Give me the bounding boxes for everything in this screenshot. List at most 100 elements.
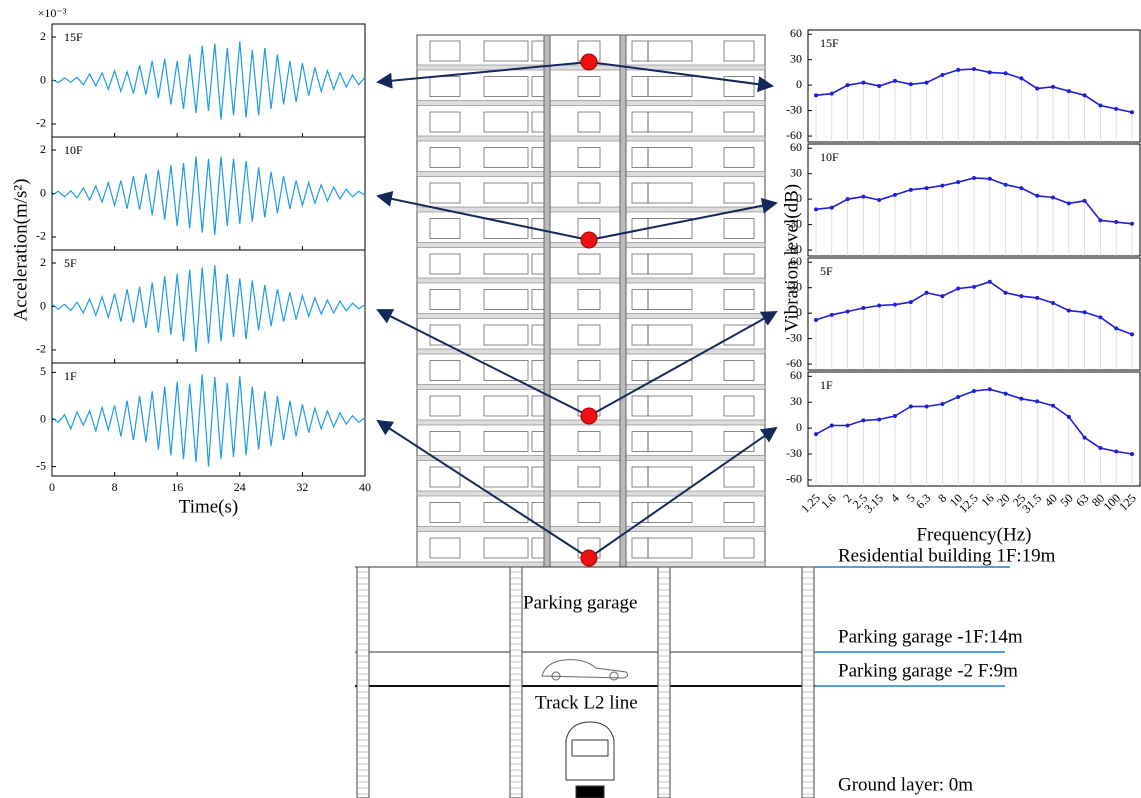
- waveform: [51, 41, 366, 120]
- point: [972, 389, 976, 393]
- slab: [416, 490, 766, 497]
- point: [1003, 290, 1008, 295]
- slab: [416, 277, 766, 284]
- window: [429, 466, 461, 488]
- window: [483, 76, 529, 97]
- point: [1082, 93, 1087, 98]
- point: [893, 192, 897, 197]
- window: [429, 253, 461, 275]
- x-tick-label: 1.6: [818, 491, 839, 512]
- window: [723, 182, 755, 204]
- column: [619, 34, 627, 568]
- point: [877, 198, 882, 202]
- y-tick-label: 0: [40, 411, 46, 425]
- window: [647, 147, 693, 168]
- point: [893, 78, 897, 83]
- y-tick-label: -2: [36, 229, 46, 243]
- window: [429, 40, 461, 62]
- point: [829, 91, 834, 96]
- y-multiplier: ×10⁻³: [38, 6, 67, 20]
- window: [483, 537, 529, 559]
- window: [429, 395, 461, 417]
- point: [1066, 89, 1071, 94]
- panel-label: 10F: [64, 143, 83, 157]
- garage-column: [509, 566, 523, 798]
- window: [723, 253, 755, 275]
- slab: [416, 135, 766, 142]
- point: [956, 67, 961, 72]
- track-label: Track L2 line: [535, 692, 638, 713]
- window: [723, 466, 755, 488]
- y-axis-label: Vibration level(dB): [781, 184, 802, 332]
- point: [987, 279, 992, 284]
- slab: [416, 348, 766, 355]
- window: [429, 324, 461, 346]
- point: [861, 418, 866, 423]
- point: [1035, 295, 1040, 300]
- window: [647, 431, 693, 452]
- window: [723, 289, 755, 310]
- point: [845, 423, 850, 428]
- y-tick-label: -5: [36, 458, 46, 472]
- level-lines: [815, 566, 1010, 687]
- slab: [416, 206, 766, 213]
- y-tick-label: 30: [790, 394, 802, 408]
- point: [829, 423, 834, 428]
- x-tick-label: 0: [49, 480, 55, 494]
- point: [829, 205, 834, 210]
- y-tick-label: 2: [40, 142, 46, 156]
- point: [1114, 326, 1119, 331]
- point: [1003, 391, 1008, 396]
- y-tick-label: 0: [796, 191, 802, 205]
- window: [723, 502, 755, 523]
- point: [1035, 193, 1040, 198]
- point: [1051, 195, 1055, 200]
- sensors: [580, 53, 598, 567]
- y-tick-label: 2: [40, 29, 46, 43]
- x-tick-label: 4: [888, 491, 902, 505]
- point: [1114, 220, 1119, 225]
- window: [723, 76, 755, 97]
- window: [483, 324, 529, 346]
- window: [647, 324, 693, 346]
- window: [647, 253, 693, 275]
- point: [1082, 198, 1087, 203]
- y-tick-label: -60: [786, 242, 802, 256]
- window: [647, 537, 693, 559]
- y-tick-label: 0: [40, 185, 46, 199]
- point: [908, 82, 913, 87]
- panel-label: 15F: [820, 36, 839, 50]
- arrows: [376, 61, 778, 559]
- window: [647, 360, 693, 381]
- point: [1019, 76, 1024, 81]
- panel-label: 15F: [64, 30, 83, 44]
- point: [877, 84, 882, 88]
- point: [1003, 182, 1008, 187]
- point: [861, 80, 866, 85]
- x-tick-label: 32: [296, 480, 308, 494]
- point: [861, 194, 866, 199]
- window: [483, 147, 529, 168]
- window: [483, 218, 529, 239]
- point: [987, 176, 992, 181]
- point: [893, 302, 897, 307]
- point: [956, 286, 961, 291]
- point: [1098, 446, 1103, 450]
- y-tick-label: 0: [796, 305, 802, 319]
- window: [429, 289, 461, 310]
- point: [940, 401, 945, 406]
- point: [1019, 294, 1024, 299]
- y-tick-label: 0: [796, 77, 802, 91]
- point: [940, 294, 945, 299]
- panel-label: 10F: [820, 150, 839, 164]
- point: [1082, 310, 1087, 315]
- window: [577, 502, 601, 523]
- window: [723, 360, 755, 381]
- garage-column: [657, 566, 671, 798]
- point: [1114, 106, 1119, 111]
- waveform: [51, 374, 366, 467]
- window: [647, 466, 693, 488]
- level-label: Ground layer: 0m: [838, 774, 973, 795]
- window: [647, 289, 693, 310]
- window: [723, 111, 755, 133]
